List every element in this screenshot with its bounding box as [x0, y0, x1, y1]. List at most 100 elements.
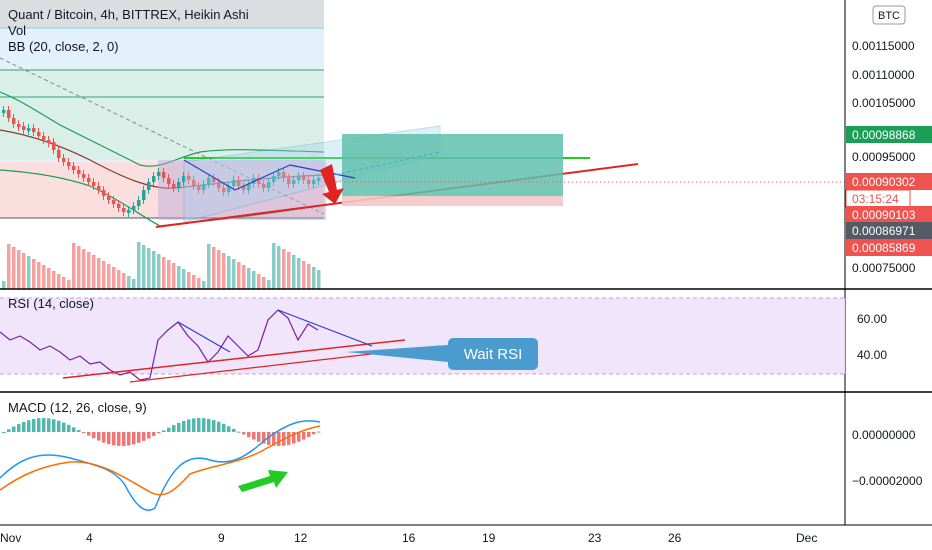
- time-tick: 4: [86, 531, 93, 545]
- volume-bar: [242, 265, 246, 289]
- macd-histogram-bar: [137, 432, 141, 443]
- volume-bar: [317, 270, 321, 289]
- price-tick: 0.00105000: [852, 96, 916, 110]
- macd-histogram-bar: [37, 418, 41, 432]
- bb-upper-band: [0, 91, 325, 167]
- macd-histogram-bar: [107, 432, 111, 445]
- volume-bar: [37, 262, 41, 289]
- price-axis[interactable]: BTC 0.00115000 0.00110000 0.00105000 0.0…: [845, 5, 932, 488]
- candle-body: [312, 180, 316, 184]
- macd-histogram-bar: [97, 432, 101, 441]
- macd-histogram: [2, 418, 321, 446]
- time-tick: 12: [294, 531, 308, 545]
- macd-histogram-bar: [302, 432, 306, 440]
- candle-body: [277, 172, 281, 176]
- time-tick: 23: [588, 531, 602, 545]
- candle-body: [212, 178, 216, 182]
- volume-bar: [262, 277, 266, 289]
- candle-body: [137, 200, 141, 206]
- macd-histogram-bar: [207, 418, 211, 432]
- candle-body: [67, 162, 71, 166]
- volume-bar: [152, 251, 156, 289]
- macd-histogram-bar: [42, 418, 46, 432]
- macd-histogram-bar: [177, 422, 181, 432]
- candle-body: [47, 140, 51, 143]
- macd-histogram-bar: [62, 422, 66, 432]
- vol-indicator-label[interactable]: Vol: [8, 23, 26, 38]
- volume-bar: [232, 259, 236, 289]
- candle-body: [77, 170, 81, 174]
- volume-bar: [202, 281, 206, 289]
- time-axis[interactable]: Nov 4 9 12 16 19 23 26 Dec: [0, 531, 817, 545]
- volume-bar: [197, 278, 201, 289]
- volume-bar: [167, 260, 171, 289]
- time-tick: 26: [668, 531, 682, 545]
- volume-bar: [72, 243, 76, 289]
- volume-bar: [107, 264, 111, 289]
- macd-histogram-bar: [67, 424, 71, 432]
- macd-histogram-bar: [82, 432, 86, 433]
- macd-label[interactable]: MACD (12, 26, close, 9): [8, 400, 147, 415]
- price-pane[interactable]: Quant / Bitcoin, 4h, BITTREX, Heikin Ash…: [0, 0, 845, 289]
- volume-bar: [67, 280, 71, 289]
- rsi-label[interactable]: RSI (14, close): [8, 296, 94, 311]
- candle-body: [302, 176, 306, 180]
- long-target-zone: [342, 134, 563, 196]
- macd-histogram-bar: [17, 424, 21, 432]
- volume-bar: [212, 247, 216, 289]
- volume-bar: [112, 267, 116, 289]
- macd-pane[interactable]: MACD (12, 26, close, 9): [0, 400, 321, 511]
- macd-histogram-bar: [172, 425, 176, 432]
- macd-histogram-bar: [312, 432, 316, 435]
- volume-bar: [7, 244, 11, 289]
- lower-level-value: 0.00090103: [852, 208, 916, 222]
- crosshair-price-value: 0.00086971: [852, 224, 916, 238]
- candle-body: [152, 176, 156, 182]
- rsi-band: [0, 298, 845, 374]
- candle-body: [82, 174, 86, 178]
- price-tick: 0.00095000: [852, 150, 916, 164]
- time-tick: 16: [402, 531, 416, 545]
- rsi-pane[interactable]: RSI (14, close) Wait RSI: [0, 296, 845, 383]
- candle-body: [307, 180, 311, 184]
- candle-body: [297, 176, 301, 180]
- volume-bar: [12, 247, 16, 289]
- volume-bar: [142, 245, 146, 289]
- candle-body: [197, 186, 201, 190]
- candle-body: [62, 158, 66, 162]
- macd-histogram-bar: [247, 432, 251, 438]
- macd-tick: 0.00000000: [852, 428, 916, 442]
- wait-rsi-callout[interactable]: [448, 338, 538, 370]
- macd-histogram-bar: [117, 432, 121, 446]
- candle-body: [52, 142, 56, 150]
- volume-bar: [182, 269, 186, 289]
- volume-bar: [267, 280, 271, 289]
- candle-body: [227, 186, 231, 192]
- macd-histogram-bar: [7, 429, 11, 432]
- macd-histogram-bar: [102, 432, 106, 443]
- lower-level-tag: [846, 206, 932, 223]
- macd-histogram-bar: [47, 418, 51, 432]
- candle-body: [317, 178, 321, 181]
- candle-body: [187, 176, 191, 180]
- btc-currency-text: BTC: [878, 10, 900, 22]
- macd-histogram-bar: [32, 418, 36, 432]
- macd-histogram-bar: [122, 432, 126, 446]
- btc-currency-badge[interactable]: [872, 5, 906, 25]
- macd-histogram-bar: [57, 420, 61, 432]
- macd-histogram-bar: [267, 432, 271, 445]
- volume-bar: [32, 259, 36, 289]
- macd-histogram-bar: [262, 432, 266, 444]
- macd-histogram-bar: [92, 432, 96, 439]
- candle-body: [172, 184, 176, 188]
- candle-body: [192, 180, 196, 186]
- macd-histogram-bar: [77, 430, 81, 432]
- candle-body: [27, 128, 31, 131]
- pattern-line: [183, 159, 236, 191]
- bb-indicator-label[interactable]: BB (20, close, 2, 0): [8, 39, 119, 54]
- volume-bar: [282, 249, 286, 289]
- macd-histogram-bar: [252, 432, 256, 440]
- macd-histogram-bar: [297, 432, 301, 442]
- volume-bar: [42, 265, 46, 289]
